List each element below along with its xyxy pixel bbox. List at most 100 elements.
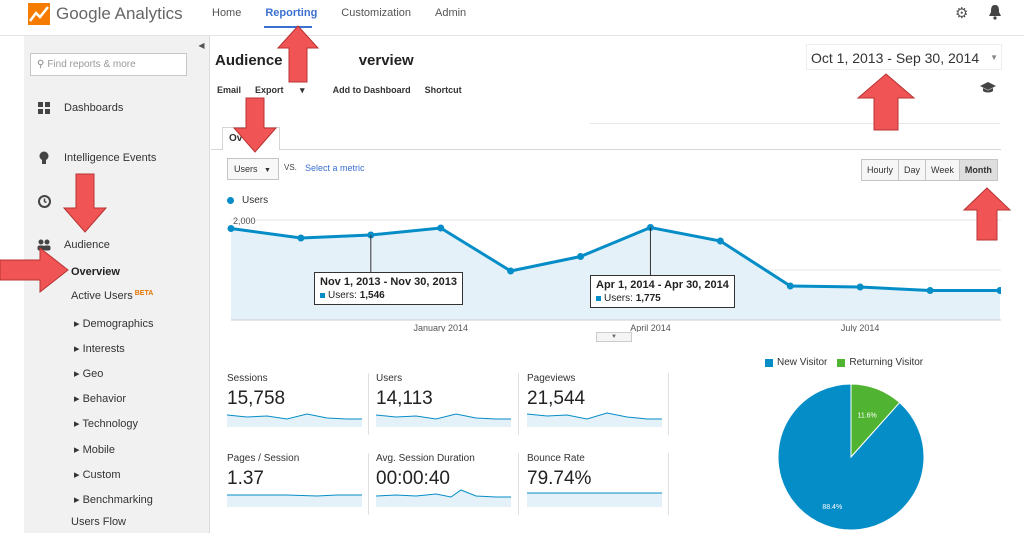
- tab-divider: [211, 149, 1001, 150]
- scorecard-pageviews[interactable]: Pageviews 21,544: [527, 373, 667, 433]
- beta-badge: BETA: [134, 290, 154, 297]
- sidebar-item-overview[interactable]: Overview: [71, 266, 120, 278]
- sidebar-item-label: Behavior: [82, 393, 126, 405]
- pie-legend-item[interactable]: New Visitor: [765, 357, 827, 368]
- legend-swatch: [837, 358, 846, 367]
- data-point[interactable]: [507, 267, 515, 275]
- sidebar-item-audience[interactable]: Audience: [34, 237, 110, 253]
- pie-legend: New Visitor Returning Visitor: [765, 357, 933, 368]
- granularity-day[interactable]: Day: [899, 160, 927, 180]
- vs-label: VS.: [284, 163, 297, 172]
- sidebar-item-label: Geo: [82, 368, 104, 380]
- people-icon: [34, 237, 54, 253]
- x-tick-label: April 2014: [630, 323, 671, 332]
- sidebar-item-label: Active Users: [71, 290, 133, 302]
- search-input[interactable]: ⚲ Find reports & more: [30, 53, 187, 76]
- data-point[interactable]: [437, 224, 445, 232]
- data-point[interactable]: [297, 234, 305, 242]
- scorecard-avg-session-duration[interactable]: Avg. Session Duration 00:00:40: [376, 453, 516, 513]
- scorecard-users[interactable]: Users 14,113: [376, 373, 516, 433]
- scorecard-divider: [518, 453, 519, 515]
- sidebar-item-active-users[interactable]: Active Users BETA: [71, 290, 153, 302]
- annotation-arrow-up: [856, 73, 916, 131]
- sidebar-item-mobile[interactable]: ▸ Mobile: [74, 443, 115, 456]
- page-title-prefix: Audience: [215, 52, 283, 69]
- nav-reporting[interactable]: Reporting: [265, 7, 318, 19]
- sidebar-item-label: Technology: [82, 418, 139, 430]
- x-tick-label: January 2014: [413, 323, 468, 332]
- bell-icon[interactable]: [988, 4, 1002, 24]
- chart-resize-handle[interactable]: ▼: [596, 332, 632, 342]
- sidebar: ⚲ Find reports & more Dashboards Intellig…: [24, 36, 210, 533]
- pie-legend-item[interactable]: Returning Visitor: [837, 357, 923, 368]
- sidebar-item-label: Intelligence Events: [64, 152, 157, 164]
- lightbulb-icon: [34, 150, 54, 166]
- sidebar-item-technology[interactable]: ▸ Technology: [74, 417, 138, 430]
- legend-series-name: Users: [242, 195, 269, 206]
- export-button[interactable]: Export ▾: [255, 85, 319, 96]
- data-point[interactable]: [227, 225, 235, 232]
- main-nav: Home Reporting Customization Admin: [212, 0, 490, 26]
- sparkline: [227, 413, 362, 427]
- series-color-dot: [227, 197, 234, 204]
- scorecard-label: Users: [376, 373, 403, 384]
- email-button[interactable]: Email: [217, 85, 242, 95]
- sidebar-item-label: Interests: [82, 343, 125, 355]
- data-point[interactable]: [926, 287, 934, 294]
- granularity-week[interactable]: Week: [926, 160, 960, 180]
- shortcut-button[interactable]: Shortcut: [424, 85, 462, 95]
- sidebar-item-behavior[interactable]: ▸ Behavior: [74, 392, 126, 405]
- add-to-dashboard-button[interactable]: Add to Dashboard: [332, 85, 411, 95]
- data-point[interactable]: [716, 237, 724, 245]
- metric-dropdown[interactable]: Users ▼: [227, 158, 279, 180]
- series-line: [230, 225, 1000, 292]
- nav-customization[interactable]: Customization: [341, 7, 411, 19]
- sidebar-item-custom[interactable]: ▸ Custom: [74, 468, 120, 481]
- sidebar-item-benchmarking[interactable]: ▸ Benchmarking: [74, 493, 153, 506]
- select-metric-link[interactable]: Select a metric: [305, 163, 365, 173]
- tooltip-value-line: Users: 1,775: [596, 293, 729, 304]
- scorecard-bounce-rate[interactable]: Bounce Rate 79.74%: [527, 453, 667, 513]
- visitor-pie-chart[interactable]: 11.6% 88.4%: [776, 382, 926, 532]
- expand-triangle-icon: ▸: [74, 318, 83, 330]
- sidebar-item-geo[interactable]: ▸ Geo: [74, 367, 103, 380]
- sidebar-item-dashboards[interactable]: Dashboards: [34, 100, 123, 116]
- expand-triangle-icon: ▸: [74, 343, 83, 355]
- scorecard-divider: [668, 453, 669, 515]
- grid-icon: [34, 100, 54, 116]
- sidebar-item-interests[interactable]: ▸ Interests: [74, 342, 125, 355]
- pie-slice[interactable]: [777, 383, 925, 531]
- scorecard-pages-per-session[interactable]: Pages / Session 1.37: [227, 453, 367, 513]
- annotation-arrow-right: [0, 246, 69, 294]
- nav-home[interactable]: Home: [212, 7, 242, 19]
- expand-triangle-icon: ▸: [74, 393, 83, 405]
- graduation-cap-icon[interactable]: [980, 82, 996, 97]
- sidebar-item-intelligence-events[interactable]: Intelligence Events: [34, 150, 156, 166]
- data-point[interactable]: [996, 287, 1002, 294]
- data-point[interactable]: [786, 282, 794, 290]
- sparkline: [527, 412, 662, 427]
- analytics-logo-icon: [28, 3, 50, 25]
- granularity-hourly[interactable]: Hourly: [862, 160, 900, 180]
- expand-triangle-icon: ▸: [74, 469, 83, 481]
- sidebar-item-demographics[interactable]: ▸ Demographics: [74, 317, 154, 330]
- scorecard-value: 00:00:40: [376, 468, 450, 489]
- collapse-sidebar-icon[interactable]: ◀: [198, 41, 205, 50]
- data-point[interactable]: [577, 253, 585, 260]
- active-nav-indicator: [264, 26, 312, 28]
- date-range-picker[interactable]: Oct 1, 2013 - Sep 30, 2014 ▼: [806, 44, 1002, 70]
- sidebar-item-users-flow[interactable]: Users Flow: [71, 516, 127, 528]
- data-point[interactable]: [856, 283, 864, 291]
- granularity-month[interactable]: Month: [959, 160, 997, 180]
- scorecard-sessions[interactable]: Sessions 15,758: [227, 373, 367, 433]
- gear-icon[interactable]: ⚙: [955, 5, 969, 22]
- google-analytics-logo[interactable]: Google Analytics: [28, 3, 183, 25]
- sidebar-item-label: Custom: [82, 469, 121, 481]
- scorecard-value: 15,758: [227, 388, 286, 409]
- series-color-square: [320, 292, 325, 298]
- annotation-arrow-up: [962, 187, 1012, 241]
- nav-admin[interactable]: Admin: [435, 7, 467, 19]
- sidebar-item-label: Dashboards: [64, 102, 124, 114]
